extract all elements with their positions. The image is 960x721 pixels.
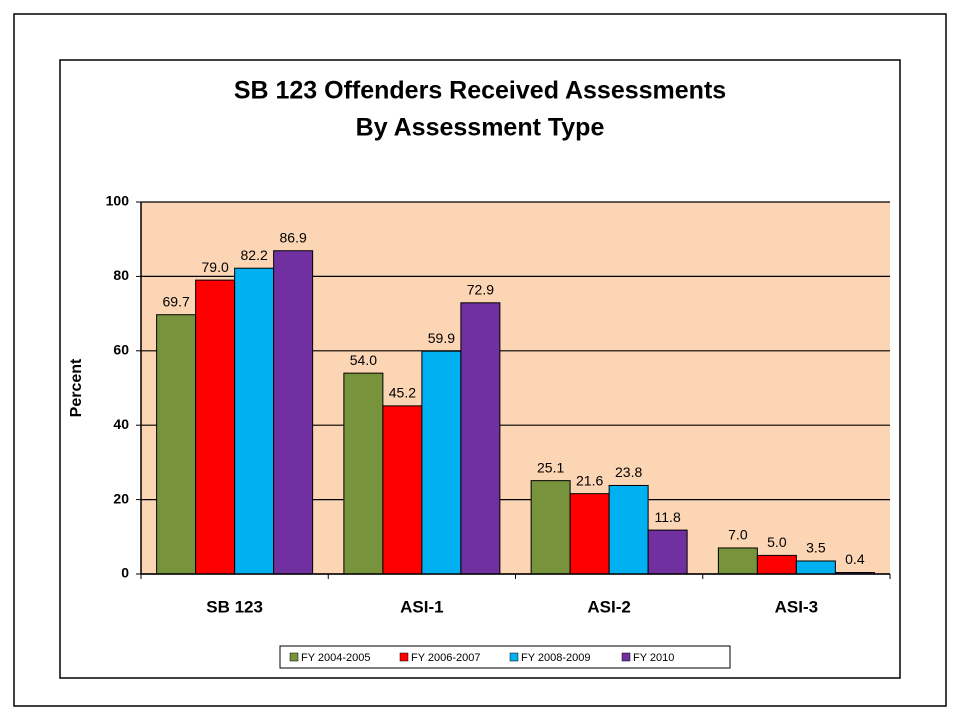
data-label: 72.9 bbox=[467, 282, 494, 298]
legend-swatch bbox=[289, 652, 299, 662]
legend-label: FY 2004-2005 bbox=[301, 652, 371, 664]
y-tick-label: 80 bbox=[113, 267, 129, 283]
y-tick-label: 60 bbox=[113, 342, 129, 358]
data-label: 69.7 bbox=[163, 293, 190, 309]
legend-box bbox=[279, 645, 731, 669]
y-tick-label: 20 bbox=[113, 490, 129, 506]
data-label: 5.0 bbox=[767, 534, 787, 550]
data-label: 45.2 bbox=[389, 385, 416, 401]
bar bbox=[647, 529, 688, 575]
data-label: 82.2 bbox=[241, 247, 268, 263]
x-tick-label: ASI-1 bbox=[400, 597, 443, 616]
bar bbox=[382, 405, 423, 575]
bar bbox=[343, 372, 384, 575]
chart-title: SB 123 Offenders Received Assessments bbox=[234, 77, 726, 105]
bar bbox=[460, 302, 501, 575]
bar bbox=[608, 484, 649, 575]
bar bbox=[156, 314, 197, 575]
y-axis-label: Percent bbox=[68, 358, 85, 417]
bar bbox=[421, 350, 462, 575]
data-label: 54.0 bbox=[350, 352, 377, 368]
bar bbox=[717, 547, 758, 575]
data-label: 86.9 bbox=[280, 229, 307, 245]
bar bbox=[756, 554, 797, 575]
legend-label: FY 2006-2007 bbox=[411, 652, 481, 664]
x-tick-label: SB 123 bbox=[206, 597, 263, 616]
data-label: 11.8 bbox=[655, 509, 681, 525]
bar bbox=[273, 250, 314, 575]
x-tick-label: ASI-2 bbox=[587, 597, 630, 616]
x-tick-label: ASI-3 bbox=[775, 597, 818, 616]
legend-swatch bbox=[509, 652, 519, 662]
data-label: 21.6 bbox=[576, 472, 603, 488]
legend-label: FY 2008-2009 bbox=[521, 652, 591, 664]
bar bbox=[795, 560, 836, 575]
bar bbox=[569, 493, 610, 575]
legend-swatch bbox=[399, 652, 409, 662]
bar bbox=[530, 480, 571, 575]
y-tick-label: 40 bbox=[113, 416, 129, 432]
data-label: 79.0 bbox=[202, 259, 229, 275]
y-tick-label: 100 bbox=[106, 193, 130, 209]
y-tick-label: 0 bbox=[121, 565, 129, 581]
bar bbox=[195, 279, 236, 575]
legend-swatch bbox=[621, 652, 631, 662]
data-label: 59.9 bbox=[428, 330, 455, 346]
data-label: 23.8 bbox=[615, 464, 642, 480]
data-label: 3.5 bbox=[806, 540, 826, 556]
legend-label: FY 2010 bbox=[633, 652, 674, 664]
data-label: 7.0 bbox=[728, 527, 748, 543]
data-label: 0.4 bbox=[845, 551, 865, 567]
chart-title: By Assessment Type bbox=[356, 114, 605, 142]
bar bbox=[234, 267, 275, 575]
data-label: 25.1 bbox=[537, 459, 564, 475]
